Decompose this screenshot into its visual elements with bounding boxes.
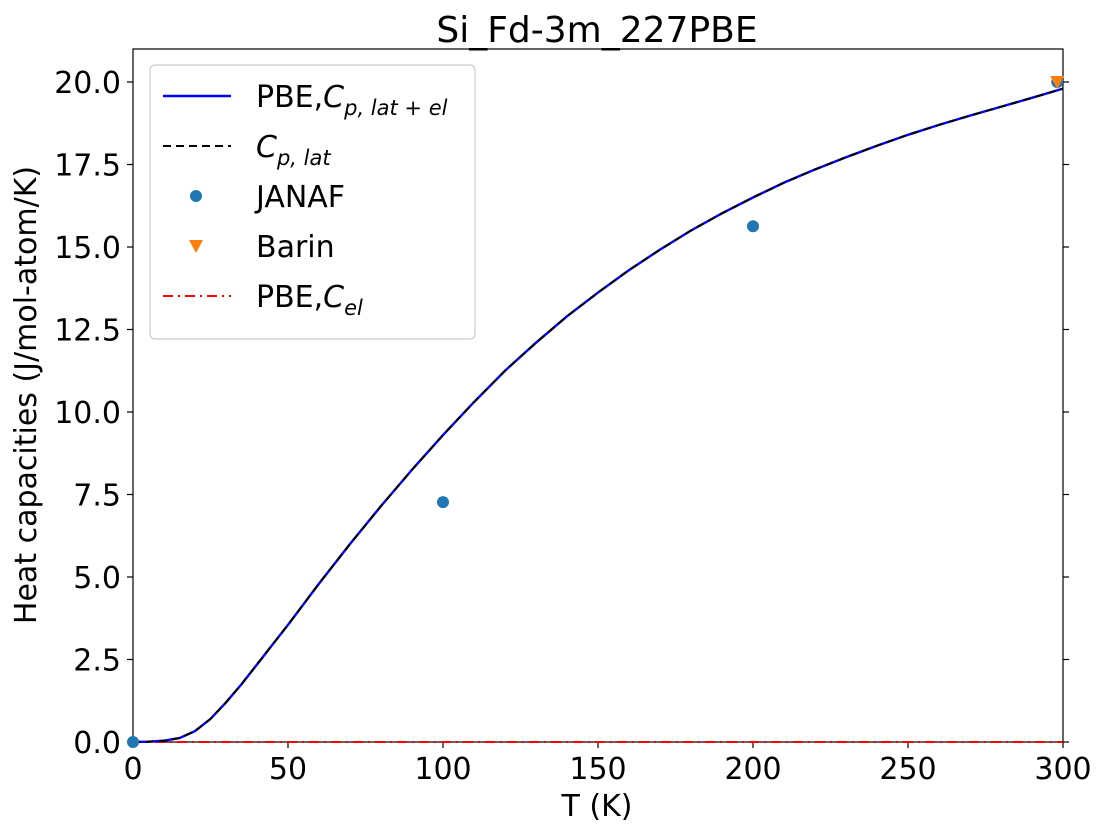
x-tick-label: 50 — [269, 752, 307, 787]
legend-label: Barin — [256, 230, 335, 265]
legend-label-text: PBE, — [256, 280, 323, 315]
series-layer — [127, 76, 1065, 748]
legend-label-symbol: C — [256, 130, 277, 165]
y-tick-label: 20.0 — [54, 66, 121, 101]
data-point — [437, 496, 449, 509]
legend-label: PBE,Cel — [256, 280, 363, 320]
y-axis: 0.0 2.5 5.0 7.5 10.0 12.5 15.0 17.5 20.0 — [54, 66, 1069, 761]
data-point — [1050, 76, 1065, 89]
legend-label-text: PBE, — [256, 80, 323, 115]
legend-label-symbol: C — [323, 80, 344, 115]
series-line-p-lat — [132, 87, 1064, 743]
y-tick-label: 10.0 — [54, 396, 121, 431]
y-tick-label: 7.5 — [73, 479, 121, 514]
legend-label-symbol: C — [323, 280, 344, 315]
x-tick-label: 300 — [1034, 752, 1091, 787]
y-tick-label: 2.5 — [73, 644, 121, 679]
y-tick-label: 12.5 — [54, 314, 121, 349]
data-point — [747, 220, 759, 233]
y-tick-label: 5.0 — [73, 561, 121, 596]
series-barin-points — [1050, 76, 1065, 89]
y-tick-label: 15.0 — [54, 231, 121, 266]
x-tick-label: 250 — [879, 752, 936, 787]
y-tick-label: 17.5 — [54, 149, 121, 184]
data-point — [127, 736, 139, 748]
legend-label-subscript: el — [344, 296, 363, 320]
legend-label: PBE,Cp, lat + el — [256, 80, 448, 120]
legend-marker — [190, 190, 202, 202]
legend-box — [149, 64, 476, 340]
y-tick-label: 0.0 — [73, 726, 121, 761]
legend-label-subscript: p, lat + el — [343, 96, 447, 120]
x-tick-label: 100 — [414, 752, 471, 787]
x-tick-label: 0 — [123, 752, 142, 787]
legend-label: Cp, lat — [256, 130, 331, 170]
x-tick-label: 200 — [724, 752, 781, 787]
y-axis-label: Heat capacities (J/mol-atom/K) — [9, 166, 44, 624]
x-axis-label: T (K) — [561, 789, 633, 824]
legend-label-subscript: p, lat — [276, 146, 331, 170]
legend-label: JANAF — [254, 180, 345, 215]
legend-marker — [189, 240, 203, 253]
x-axis: 0 50 100 150 200 250 300 — [123, 742, 1092, 787]
chart-title: Si_Fd-3m_227PBE — [436, 10, 757, 51]
x-tick-label: 150 — [569, 752, 626, 787]
